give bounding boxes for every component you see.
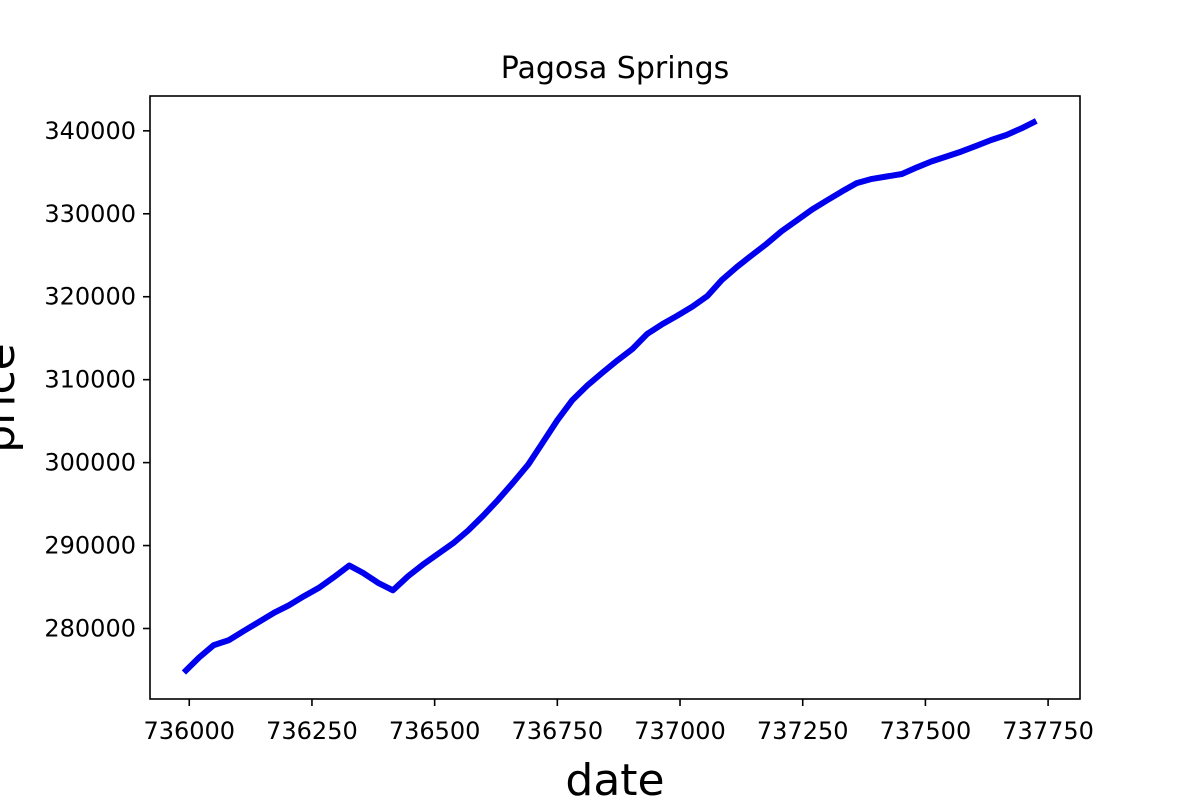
x-tick-label: 737000 [634, 717, 726, 745]
y-tick-label: 280000 [44, 614, 136, 642]
y-tick-label: 340000 [44, 117, 136, 145]
x-axis-label: date [565, 755, 664, 800]
y-tick-label: 300000 [44, 449, 136, 477]
x-tick-label: 736000 [143, 717, 235, 745]
x-tick-label: 736500 [389, 717, 481, 745]
chart-title: Pagosa Springs [501, 51, 730, 86]
x-tick-label: 736250 [266, 717, 358, 745]
y-axis-label: price [0, 343, 25, 453]
x-tick-label: 737500 [880, 717, 972, 745]
y-axis: 280000 290000 300000 310000 320000 330000 3400… [44, 117, 150, 642]
y-tick-label: 330000 [44, 200, 136, 228]
plot-area [150, 96, 1080, 699]
plot-frame [149, 95, 1081, 700]
series-line [181, 118, 1038, 675]
y-tick-label: 320000 [44, 283, 136, 311]
y-tick-label: 290000 [44, 532, 136, 560]
x-tick-label: 737750 [1002, 717, 1094, 745]
x-tick-label: 737250 [757, 717, 849, 745]
x-axis: 736000 736250 736500 736750 737000 737250 7375… [143, 699, 1094, 745]
y-tick-label: 310000 [44, 366, 136, 394]
x-tick-label: 736750 [512, 717, 604, 745]
